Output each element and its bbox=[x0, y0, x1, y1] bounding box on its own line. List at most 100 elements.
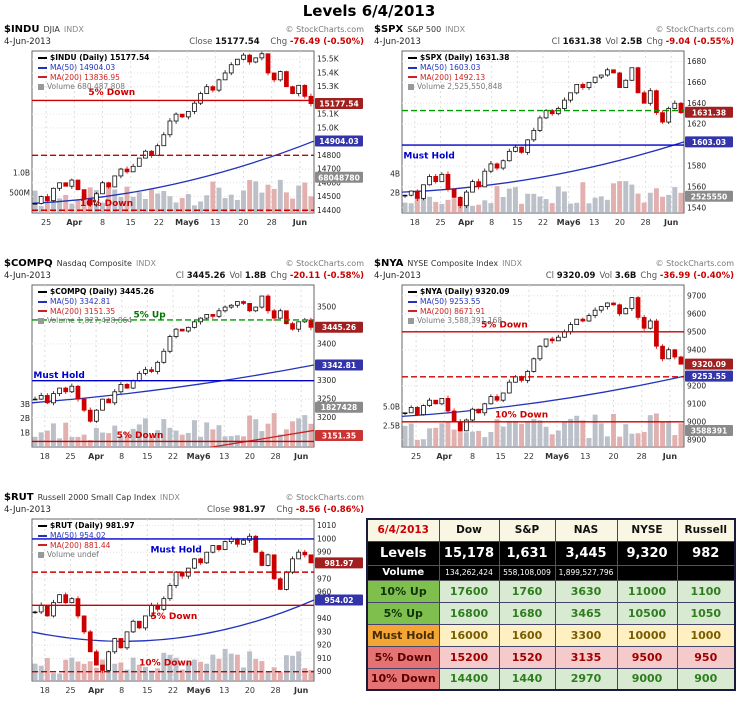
chart-name: Nasdaq Composite bbox=[56, 259, 132, 268]
level-cell: 3135 bbox=[554, 645, 618, 669]
svg-text:14800: 14800 bbox=[317, 151, 341, 160]
price-chart-svg: 25 Apr 8 15 22 May6 13 20 28 Jun 15.5K 15.4K 15.3K 15… bbox=[9, 50, 363, 227]
table-row: 10% Down 14400 1440 2970 9000 900 bbox=[366, 667, 736, 691]
level-cell: 1440 bbox=[498, 667, 556, 691]
svg-text:20: 20 bbox=[245, 452, 255, 461]
level-cell: 900 bbox=[676, 667, 736, 691]
chart-type-tag: INDX bbox=[159, 493, 180, 502]
svg-text:28: 28 bbox=[640, 218, 650, 227]
svg-text:Jun: Jun bbox=[293, 686, 309, 695]
level-cell: 1680 bbox=[498, 601, 556, 625]
chart-type-tag: INDX bbox=[502, 259, 523, 268]
level-cell: 982 bbox=[676, 540, 736, 566]
svg-text:20: 20 bbox=[245, 686, 255, 695]
svg-text:3342.81: 3342.81 bbox=[322, 361, 356, 370]
change-value: -20.11 (-0.58%) bbox=[289, 271, 364, 281]
svg-text:1010: 1010 bbox=[317, 521, 336, 530]
svg-text:10% Down: 10% Down bbox=[495, 411, 548, 421]
level-cell: 134,262,424 bbox=[438, 564, 500, 581]
close-label: Cl bbox=[175, 271, 185, 281]
chart-header: $NYA NYSE Composite Index INDX © StockCh… bbox=[372, 258, 736, 271]
chart-date: 4-Jun-2013 bbox=[4, 271, 51, 281]
chart-symbol: $COMPQ bbox=[4, 258, 53, 269]
svg-text:20: 20 bbox=[608, 452, 618, 461]
svg-text:15.5K: 15.5K bbox=[317, 55, 340, 64]
svg-text:25: 25 bbox=[411, 452, 421, 461]
svg-text:13: 13 bbox=[210, 218, 220, 227]
svg-text:3500: 3500 bbox=[317, 303, 336, 312]
svg-text:4B: 4B bbox=[390, 170, 400, 179]
svg-text:8: 8 bbox=[489, 218, 494, 227]
level-cell: 15200 bbox=[438, 645, 500, 669]
svg-text:3250: 3250 bbox=[317, 395, 336, 404]
svg-text:1B: 1B bbox=[20, 429, 30, 438]
svg-text:8: 8 bbox=[470, 452, 475, 461]
svg-text:1660: 1660 bbox=[687, 78, 706, 87]
svg-text:22: 22 bbox=[168, 452, 178, 461]
change-label: Chg bbox=[646, 37, 664, 47]
chart-panel-nya: $NYA NYSE Composite Index INDX © StockCh… bbox=[372, 258, 736, 486]
svg-text:May6: May6 bbox=[175, 218, 199, 227]
level-cell: 9,320 bbox=[616, 540, 678, 566]
chart-panel-indu: $INDU DJIA INDX © StockCharts.com 4-Jun-… bbox=[2, 24, 366, 252]
stockcharts-attribution: © StockCharts.com bbox=[285, 493, 364, 502]
column-header: NYSE bbox=[616, 518, 678, 542]
svg-text:5% Down: 5% Down bbox=[481, 321, 528, 331]
svg-text:25: 25 bbox=[435, 218, 445, 227]
chart-quote: Cl 9320.09 Vol 3.6B Chg -36.99 (-0.40%) bbox=[542, 271, 734, 283]
close-label: Cl bbox=[545, 271, 555, 281]
change-value: -76.49 (-0.50%) bbox=[289, 37, 364, 47]
level-cell: 3,445 bbox=[554, 540, 618, 566]
change-value: -9.04 (-0.55%) bbox=[665, 37, 734, 47]
volume-label: Vol bbox=[229, 271, 243, 281]
price-plot: 18 25 Apr 8 15 22 May6 13 20 28 Jun 3500 3400 3300 325… bbox=[2, 283, 366, 479]
chart-header: $SPX S&P 500 INDX © StockCharts.com bbox=[372, 24, 736, 37]
svg-text:1680: 1680 bbox=[687, 57, 706, 66]
svg-text:3151.35: 3151.35 bbox=[322, 431, 356, 440]
svg-text:981.97: 981.97 bbox=[325, 559, 354, 568]
row-label: 10% Down bbox=[366, 667, 440, 691]
chart-panel-compq: $COMPQ Nasdaq Composite INDX © StockChar… bbox=[2, 258, 366, 486]
level-cell: 3465 bbox=[554, 601, 618, 625]
svg-text:18: 18 bbox=[40, 686, 50, 695]
chart-subheader: 4-Jun-2013 Close 15177.54 Chg -76.49 (-0… bbox=[2, 37, 366, 49]
close-value: 9320.09 bbox=[556, 271, 596, 281]
svg-text:900: 900 bbox=[317, 667, 332, 676]
close-value: 3445.26 bbox=[186, 271, 226, 281]
svg-text:2B: 2B bbox=[20, 414, 30, 423]
chart-date: 4-Jun-2013 bbox=[374, 271, 421, 281]
svg-text:500M: 500M bbox=[9, 189, 30, 198]
chart-type-tag: INDX bbox=[63, 25, 84, 34]
chart-quote: Cl 3445.26 Vol 1.8B Chg -20.11 (-0.58%) bbox=[172, 271, 364, 283]
level-cell: 3300 bbox=[554, 623, 618, 647]
svg-text:14700: 14700 bbox=[317, 165, 341, 174]
svg-text:May6: May6 bbox=[545, 452, 569, 461]
stockcharts-attribution: © StockCharts.com bbox=[285, 25, 364, 34]
svg-text:Jun: Jun bbox=[662, 452, 678, 461]
svg-text:Jun: Jun bbox=[292, 218, 308, 227]
svg-text:15: 15 bbox=[512, 218, 522, 227]
table-header-row: 6/4/2013 Dow S&P NAS NYSE Russell bbox=[366, 518, 736, 542]
svg-text:1540: 1540 bbox=[687, 203, 706, 212]
level-cell: 1520 bbox=[498, 645, 556, 669]
level-cell: 2970 bbox=[554, 667, 618, 691]
chart-name: NYSE Composite Index bbox=[407, 259, 499, 268]
svg-text:28: 28 bbox=[270, 686, 280, 695]
level-cell: 10500 bbox=[616, 601, 678, 625]
svg-text:970: 970 bbox=[317, 574, 332, 583]
svg-text:1580: 1580 bbox=[687, 161, 706, 170]
svg-text:910: 910 bbox=[317, 654, 332, 663]
svg-text:3200: 3200 bbox=[317, 413, 336, 422]
chart-type-tag: INDX bbox=[445, 25, 466, 34]
svg-text:May6: May6 bbox=[557, 218, 581, 227]
level-cell: 10000 bbox=[616, 623, 678, 647]
price-plot: 18 25 Apr 8 15 22 May6 13 20 28 Jun 1680 1660 1640 162… bbox=[372, 49, 736, 245]
level-cell: 15,178 bbox=[438, 540, 500, 566]
svg-text:2.5B: 2.5B bbox=[383, 422, 400, 431]
svg-text:10% Down: 10% Down bbox=[80, 199, 133, 209]
svg-text:28: 28 bbox=[267, 218, 277, 227]
row-label: Volume bbox=[366, 564, 440, 581]
stockcharts-attribution: © StockCharts.com bbox=[655, 25, 734, 34]
row-label: Levels bbox=[366, 540, 440, 566]
levels-table: 6/4/2013 Dow S&P NAS NYSE Russell Levels 15,178… bbox=[366, 518, 736, 691]
